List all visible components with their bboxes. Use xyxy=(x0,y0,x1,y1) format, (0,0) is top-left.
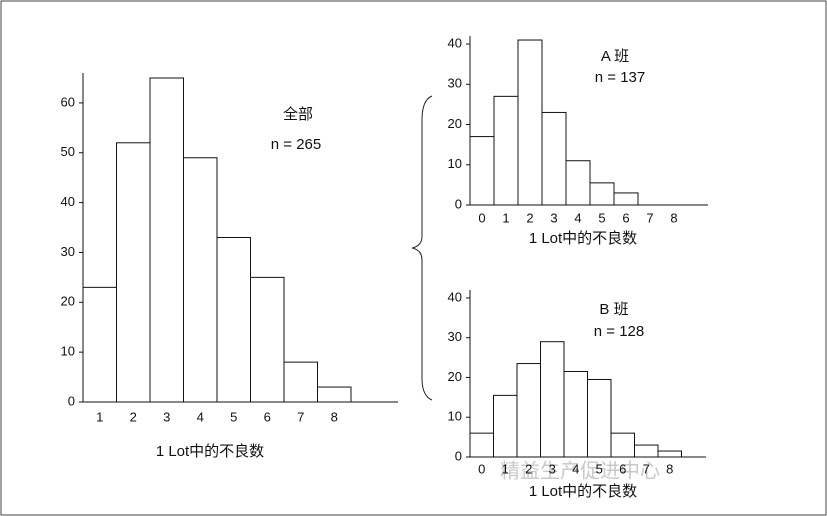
x-tick-label: 3 xyxy=(549,461,556,476)
x-tick-label: 1 xyxy=(502,461,509,476)
bar xyxy=(613,192,639,206)
y-tick-label: 40 xyxy=(448,35,462,50)
x-tick-label: 4 xyxy=(572,461,579,476)
bar xyxy=(516,363,541,458)
bar xyxy=(116,142,151,403)
y-tick-label: 20 xyxy=(448,369,462,384)
bar xyxy=(283,361,318,403)
annotation: n = 128 xyxy=(594,323,644,340)
y-tick-label: 0 xyxy=(455,196,462,211)
x-tick-label: 5 xyxy=(596,461,603,476)
y-tick-label: 40 xyxy=(61,194,75,209)
bar xyxy=(216,237,251,403)
x-tick-label: 3 xyxy=(550,210,557,225)
bar xyxy=(250,276,285,403)
y-tick-label: 10 xyxy=(61,344,75,359)
bar xyxy=(317,386,352,403)
x-tick-label: 0 xyxy=(478,461,485,476)
x-tick-label: 6 xyxy=(264,409,271,424)
bar xyxy=(565,160,591,206)
x-axis-title: 1 Lot中的不良数 xyxy=(156,443,264,460)
bar xyxy=(493,394,518,458)
bar xyxy=(657,450,682,458)
bar xyxy=(183,157,218,403)
annotation: B 班 xyxy=(599,301,628,318)
bar xyxy=(587,378,612,458)
x-tick-label: 8 xyxy=(670,210,677,225)
x-tick-label: 3 xyxy=(163,409,170,424)
x-axis-title: 1 Lot中的不良数 xyxy=(529,483,637,500)
x-tick-label: 5 xyxy=(598,210,605,225)
x-tick-label: 1 xyxy=(502,210,509,225)
x-tick-label: 7 xyxy=(297,409,304,424)
x-tick-label: 6 xyxy=(619,461,626,476)
x-tick-label: 8 xyxy=(666,461,673,476)
annotation: 全部 xyxy=(283,105,313,123)
x-tick-label: 4 xyxy=(197,409,204,424)
bar xyxy=(493,95,519,206)
x-tick-label: 4 xyxy=(574,210,581,225)
x-tick-label: 0 xyxy=(478,210,485,225)
bar xyxy=(541,111,567,206)
y-tick-label: 10 xyxy=(448,156,462,171)
y-tick-label: 10 xyxy=(448,409,462,424)
bar xyxy=(589,182,615,206)
bar xyxy=(469,136,495,206)
x-tick-label: 2 xyxy=(526,210,533,225)
x-tick-label: 7 xyxy=(646,210,653,225)
bar xyxy=(149,77,184,403)
bar xyxy=(634,444,659,458)
y-tick-label: 0 xyxy=(68,393,75,408)
x-tick-label: 1 xyxy=(96,409,103,424)
annotation: n = 265 xyxy=(271,136,321,153)
x-tick-label: 6 xyxy=(622,210,629,225)
y-tick-label: 30 xyxy=(448,329,462,344)
x-tick-label: 7 xyxy=(643,461,650,476)
brace xyxy=(411,95,433,401)
x-tick-label: 5 xyxy=(230,409,237,424)
y-tick-label: 40 xyxy=(448,289,462,304)
x-tick-label: 8 xyxy=(331,409,338,424)
y-tick-label: 20 xyxy=(61,294,75,309)
y-tick-label: 50 xyxy=(61,144,75,159)
annotation: A 班 xyxy=(601,48,629,65)
y-tick-label: 30 xyxy=(448,76,462,91)
x-tick-label: 2 xyxy=(525,461,532,476)
bar xyxy=(469,432,494,458)
y-tick-label: 20 xyxy=(448,116,462,131)
x-axis-title: 1 Lot中的不良数 xyxy=(529,230,637,247)
watermark: 精益生产促进中心 xyxy=(500,459,660,482)
y-tick-label: 30 xyxy=(61,244,75,259)
bar xyxy=(563,371,588,458)
bar xyxy=(540,341,565,458)
y-tick-label: 60 xyxy=(61,94,75,109)
bar xyxy=(82,286,117,403)
bar xyxy=(610,432,635,458)
y-tick-label: 0 xyxy=(455,448,462,463)
bar xyxy=(517,39,543,206)
annotation: n = 137 xyxy=(595,69,645,86)
x-tick-label: 2 xyxy=(130,409,137,424)
